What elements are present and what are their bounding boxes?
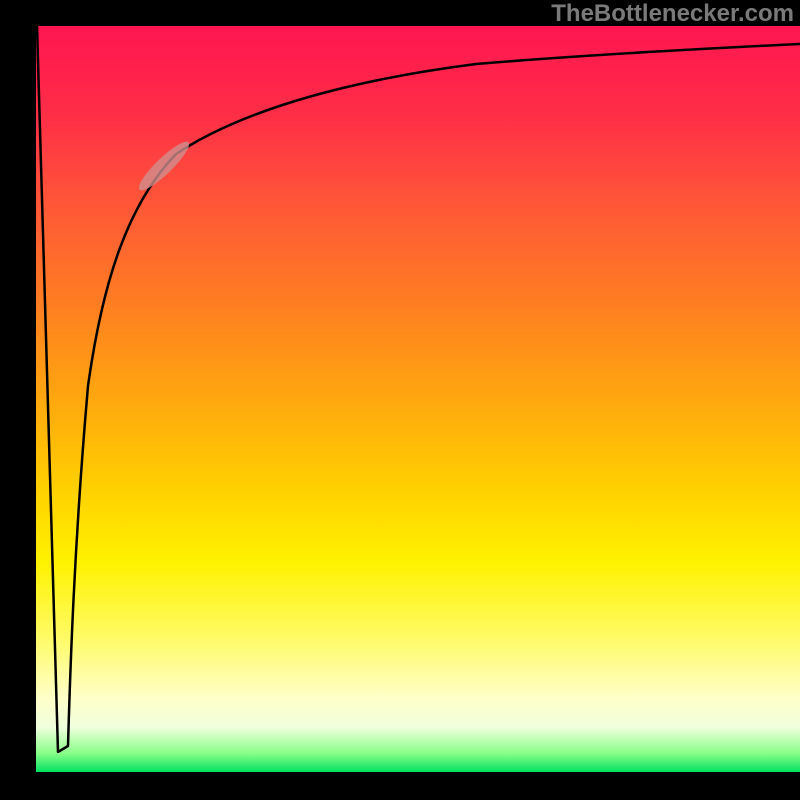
plot-area bbox=[36, 26, 800, 772]
watermark-text: TheBottlenecker.com bbox=[551, 0, 794, 28]
plot-svg bbox=[36, 26, 800, 772]
chart-container: TheBottlenecker.com bbox=[0, 0, 800, 800]
plot-background bbox=[36, 26, 800, 772]
